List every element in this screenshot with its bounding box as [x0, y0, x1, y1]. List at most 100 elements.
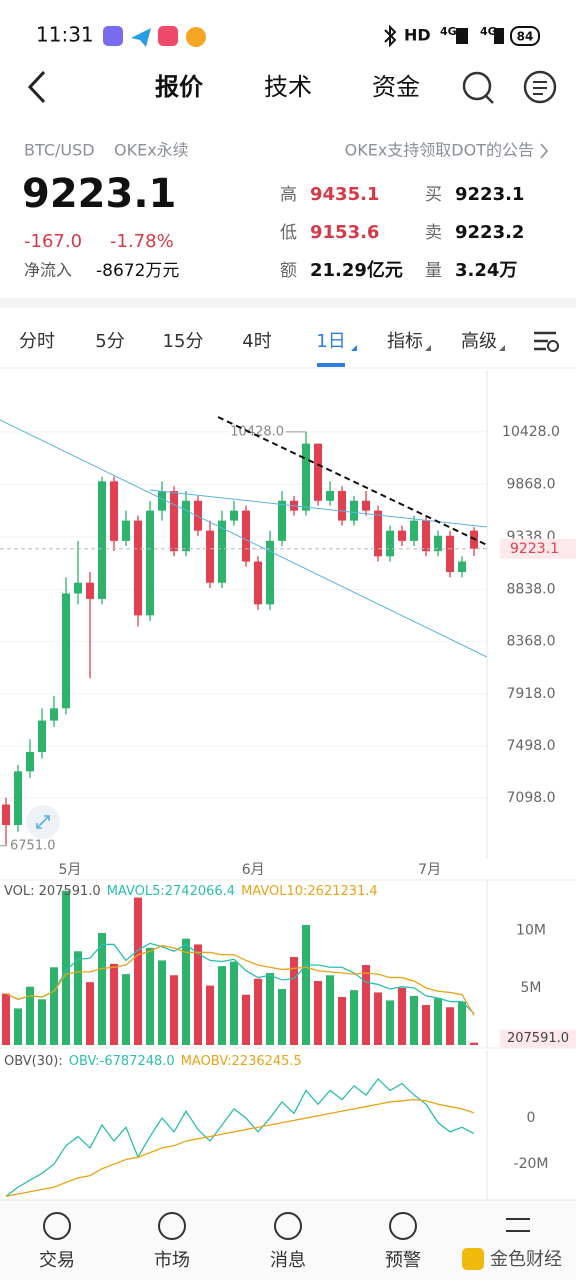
app-icon	[131, 28, 151, 47]
charts: 10428.09868.09338.08838.08368.07918.0749…	[0, 424, 576, 1197]
candle-body	[230, 510, 239, 521]
x-tick-label: 5月	[59, 862, 82, 878]
volume-bar	[38, 999, 47, 1045]
dropdown-triangle	[351, 345, 357, 351]
volume-bar	[254, 978, 263, 1045]
bluetooth-icon	[384, 24, 397, 48]
back-button[interactable]	[27, 70, 46, 104]
period-tab[interactable]: 指标	[387, 331, 423, 352]
volume-bar	[98, 933, 107, 1045]
volume-bar	[14, 1008, 23, 1045]
candle-body	[134, 520, 143, 616]
nav-label[interactable]: 预警	[385, 1250, 421, 1271]
candle-body	[98, 481, 107, 599]
settings-icon[interactable]	[534, 331, 559, 352]
y-tick-label: 8838.0	[507, 581, 556, 597]
volume-label: 207591.0	[507, 1031, 569, 1046]
volume-bar	[134, 897, 143, 1045]
stat-label: 低	[280, 223, 297, 243]
trend-line	[149, 489, 488, 528]
legend-item: OBV:-6787248.0	[69, 1054, 175, 1069]
extreme-label: 6751.0	[10, 838, 56, 853]
legend-item: MAOBV:2236245.5	[181, 1054, 302, 1069]
volume-bar	[110, 963, 119, 1045]
candle-body	[314, 443, 323, 501]
candle-body	[338, 491, 347, 521]
stat-value: 9223.2	[455, 222, 524, 243]
app-icon	[186, 27, 206, 47]
candle-body	[62, 593, 71, 709]
period-tab[interactable]: 5分	[95, 331, 124, 352]
nav-label[interactable]: 市场	[154, 1250, 190, 1271]
candle-body	[2, 804, 11, 826]
volume-bar	[182, 938, 191, 1045]
nav-tab[interactable]: 报价	[155, 73, 204, 101]
battery-level: 84	[517, 30, 534, 44]
trend-line	[0, 419, 488, 658]
nav-icon	[43, 1212, 71, 1240]
stat-value: 3.24万	[455, 260, 517, 281]
period-tab[interactable]: 分时	[19, 331, 55, 352]
app-icon	[158, 26, 178, 46]
indicator-legend: OBV(30): OBV:-6787248.0 MAOBV:2236245.5	[4, 1054, 302, 1069]
volume-bar	[230, 961, 239, 1045]
candle-body	[206, 530, 215, 583]
candle-body	[146, 510, 155, 616]
nav-tabs: 报价 技术 资金	[155, 73, 420, 101]
ma-line	[5, 942, 475, 1015]
volume-bar	[362, 965, 371, 1045]
menu-button[interactable]	[523, 70, 557, 104]
market: OKEx永续	[114, 141, 189, 160]
pair: BTC/USD	[24, 141, 95, 160]
volume-tag	[500, 1029, 576, 1048]
candle-body	[254, 561, 263, 605]
change: -167.0	[24, 231, 82, 252]
volume-bar	[470, 1042, 479, 1045]
inflow: -8672万元	[96, 261, 179, 281]
nav-label[interactable]: 消息	[270, 1250, 306, 1271]
nav-icon	[274, 1212, 302, 1240]
battery-icon	[510, 26, 540, 46]
candle-body	[302, 443, 311, 511]
period-tab[interactable]: 1日	[316, 331, 345, 352]
stat-value: 9153.6	[310, 222, 379, 243]
notice[interactable]: OKEx支持领取DOT的公告	[345, 141, 534, 160]
stat-label: 高	[280, 185, 297, 205]
volume-bar	[26, 986, 35, 1045]
period-tab[interactable]: 4时	[242, 331, 271, 352]
last-price: 9223.1	[22, 171, 176, 217]
status-hd: HD	[404, 26, 431, 45]
y-tick-label: 5M	[521, 980, 542, 996]
volume-bar	[290, 957, 299, 1045]
volume-bar	[422, 1005, 431, 1045]
nav-label[interactable]: 交易	[39, 1250, 75, 1271]
candle-body	[110, 481, 119, 541]
candle-body	[218, 520, 227, 583]
stat-value: 9435.1	[310, 184, 379, 205]
trend-line-dashed	[217, 416, 488, 546]
nav-tab[interactable]: 技术	[264, 73, 312, 101]
indicator-legend: VOL: 207591.0 MAVOL5:2742066.4 MAVOL10:262…	[4, 884, 378, 899]
legend-item: MAVOL5:2742066.4	[107, 884, 235, 899]
candle-body	[50, 708, 59, 721]
legend-item: MAVOL10:2621231.4	[241, 884, 378, 899]
volume-bar	[434, 998, 443, 1045]
volume-bar	[158, 960, 167, 1045]
period-tab[interactable]: 高级	[461, 331, 497, 352]
candle-body	[410, 520, 419, 541]
volume-bar	[326, 975, 335, 1045]
dropdown-triangle	[499, 345, 505, 351]
candle-body	[374, 510, 383, 557]
period-tab[interactable]: 15分	[163, 331, 204, 352]
divider	[0, 298, 576, 308]
volume-bar	[86, 982, 95, 1045]
volume-bar	[170, 975, 179, 1045]
nav-tab[interactable]: 资金	[372, 73, 420, 101]
search-button[interactable]	[462, 71, 492, 101]
watermark: 金色财经	[490, 1249, 562, 1270]
signal-icon	[494, 28, 504, 44]
legend-item: VOL: 207591.0	[4, 884, 101, 899]
period-tabs: 分时 5分 15分 4时 1日 指标 高级	[19, 331, 505, 367]
